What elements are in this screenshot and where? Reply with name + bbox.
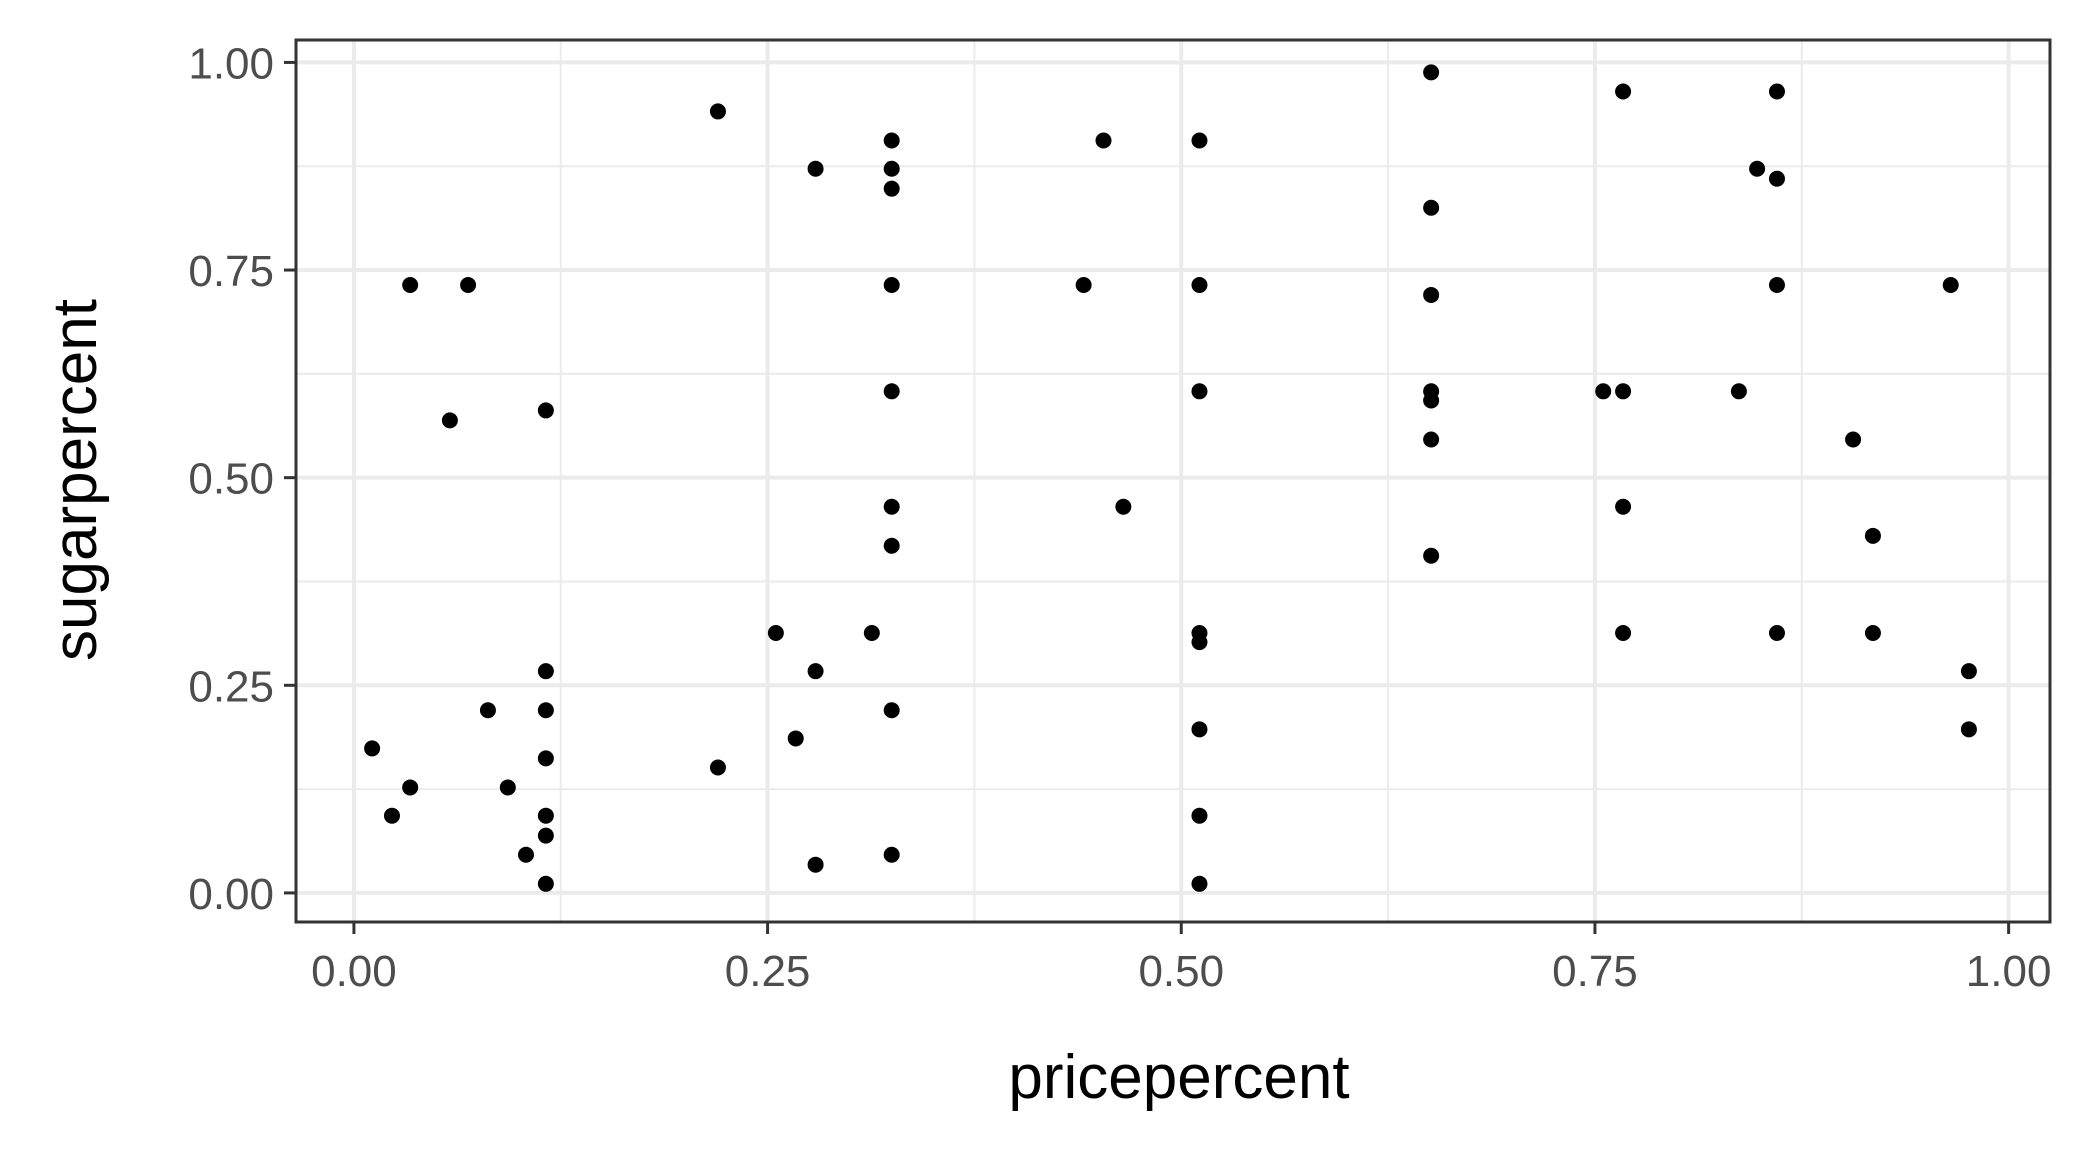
data-point [537,750,554,767]
data-point [883,702,900,719]
data-point [1191,875,1208,892]
data-point [1864,527,1881,544]
data-point [1768,277,1785,293]
data-point [1423,199,1440,216]
data-point [537,827,554,844]
data-point [1768,83,1785,100]
data-point [767,624,784,641]
data-point [518,846,535,863]
data-point [1615,624,1632,641]
y-tick-label: 0.00 [188,870,274,919]
x-tick-label: 0.00 [311,947,397,996]
x-axis: 0.00 0.25 0.50 0.75 1.00 [311,922,2051,996]
minor-gridlines [296,40,2050,922]
x-tick-label: 1.00 [1966,947,2052,996]
data-point [1960,663,1977,680]
data-point [1423,64,1440,81]
data-point [537,402,554,419]
data-point [383,807,400,824]
data-point [537,702,554,719]
x-tick-label: 0.25 [725,947,811,996]
y-tick-label: 0.50 [188,455,274,504]
data-point [1075,277,1092,293]
y-tick-label: 0.75 [188,247,274,296]
data-point [1191,383,1208,400]
major-gridlines [296,40,2050,922]
data-point [1864,624,1881,641]
data-point [460,277,477,293]
data-point [1423,431,1440,448]
data-point [1423,547,1440,564]
data-point [883,132,900,149]
data-point [402,779,419,796]
data-point [883,277,900,293]
data-point [441,412,458,429]
data-point [1845,431,1862,448]
data-point [1768,624,1785,641]
data-point [479,702,496,719]
data-point [1942,277,1959,293]
data-point [1095,132,1112,149]
panel-border [294,38,2052,924]
y-tick-label: 1.00 [188,39,274,88]
data-point [863,624,880,641]
data-point [1595,383,1612,400]
data-point [883,383,900,400]
data-point [537,663,554,680]
data-point [1191,277,1208,293]
data-point [1423,392,1440,409]
data-point [1191,132,1208,149]
data-point [402,277,419,293]
data-point [807,160,824,177]
data-point [1615,383,1632,400]
data-point [807,856,824,873]
data-point [709,759,726,776]
data-point [1615,83,1632,100]
x-tick-label: 0.50 [1138,947,1224,996]
data-point [709,103,726,120]
data-point [1960,721,1977,738]
data-point [883,498,900,515]
data-point [537,807,554,824]
data-point [883,160,900,177]
data-point [1423,286,1440,303]
data-point [807,663,824,680]
x-tick-label: 0.75 [1552,947,1638,996]
data-points [364,64,1977,892]
data-point [883,537,900,554]
data-point [1730,383,1747,400]
data-point [1191,721,1208,738]
x-axis-title: pricepercent [1008,1043,1349,1112]
data-point [1191,807,1208,824]
data-point [1191,634,1208,651]
data-point [883,846,900,863]
data-point [1615,498,1632,515]
data-point [1115,498,1132,515]
panel-background [296,40,2050,922]
data-point [883,180,900,197]
y-axis: 0.00 0.25 0.50 0.75 1.00 [188,39,296,919]
data-point [537,875,554,892]
y-axis-title: sugarpercent [41,299,110,661]
y-tick-label: 0.25 [188,662,274,711]
data-point [1749,160,1766,177]
data-point [1768,170,1785,187]
data-point [364,740,381,757]
data-point [787,730,804,747]
data-point [499,779,516,796]
